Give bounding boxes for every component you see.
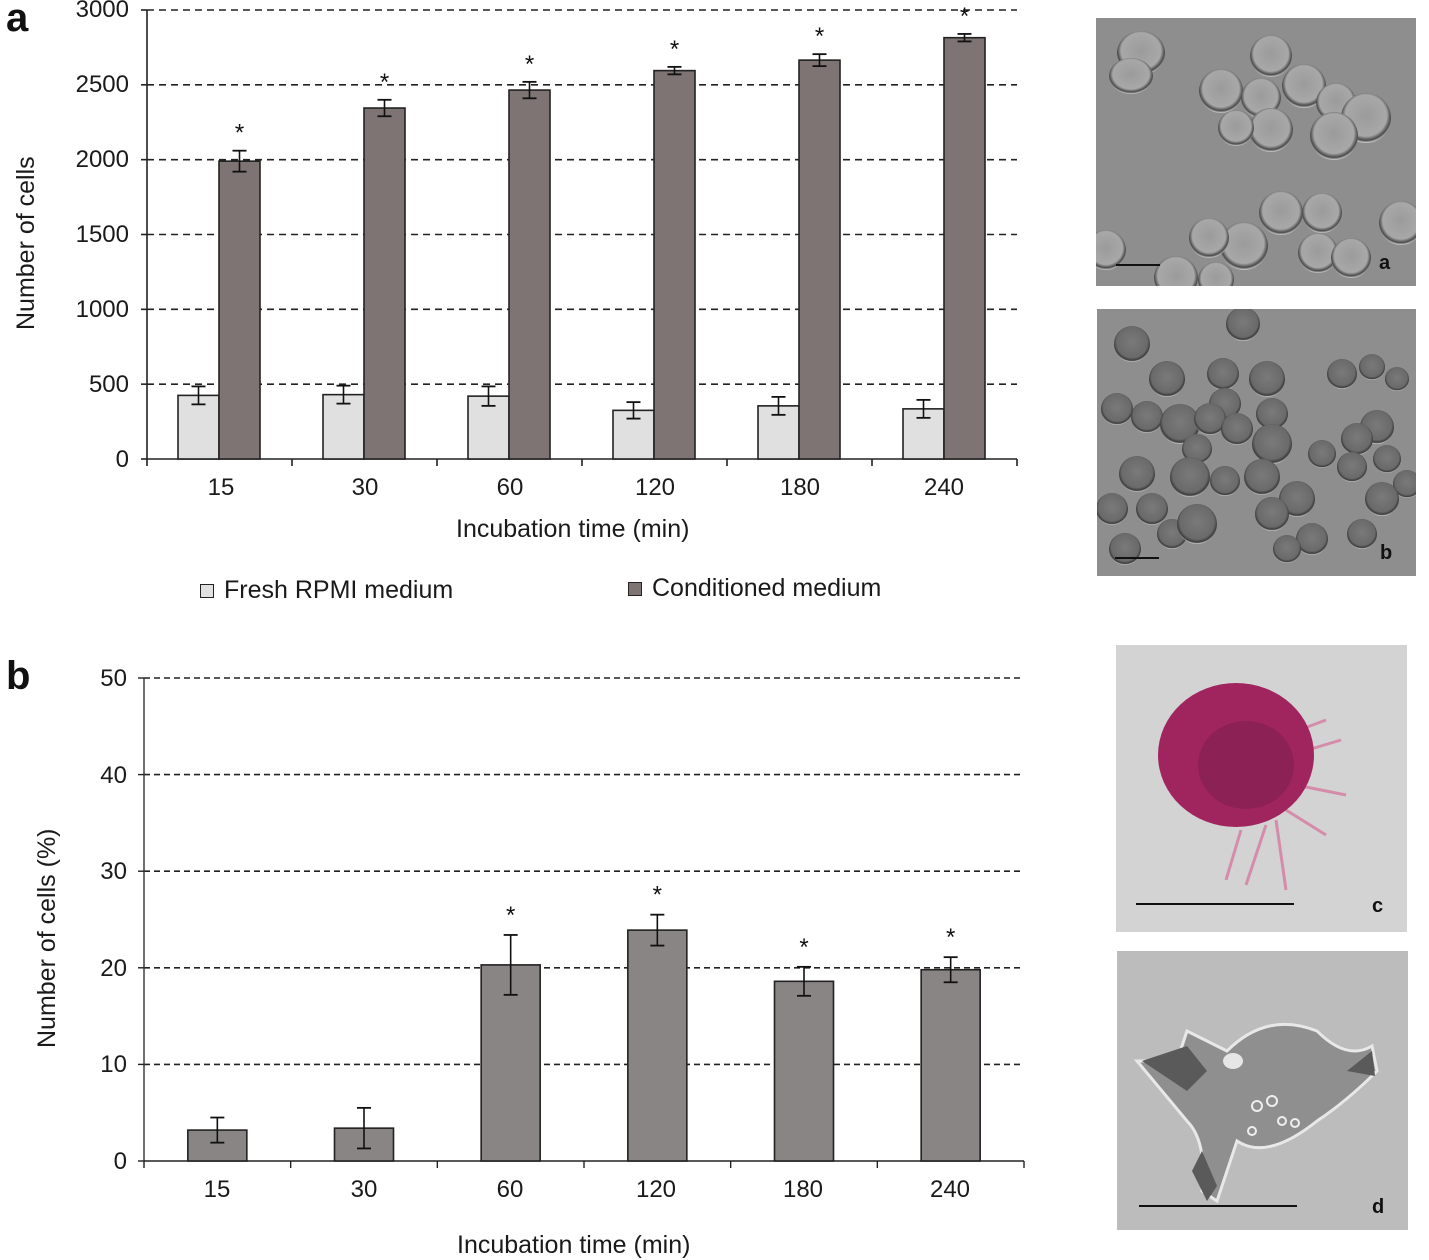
micrograph-b-image xyxy=(1097,309,1416,565)
micrograph-b-label: b xyxy=(1380,542,1393,564)
chart-a-xtick: 180 xyxy=(779,474,821,501)
chart-a-ytick: 2000 xyxy=(75,146,129,173)
micrograph-d: d xyxy=(1117,951,1408,1230)
chart-b-xlabel: Incubation time (min) xyxy=(457,1231,691,1259)
significance-marker: * xyxy=(946,924,955,951)
significance-marker: * xyxy=(670,36,679,63)
legend-fresh: Fresh RPMI medium xyxy=(200,576,453,605)
bar-fresh xyxy=(902,408,945,460)
chart-a-xtick: 240 xyxy=(923,474,965,501)
chart-a-xtick: 120 xyxy=(634,474,676,501)
chart-a-xtick: 15 xyxy=(207,474,235,501)
bar-conditioned xyxy=(363,107,406,460)
bar-fresh xyxy=(177,394,220,460)
chart-a-ytick: 1500 xyxy=(75,221,129,248)
chart-a-xlabel: Incubation time (min) xyxy=(456,515,690,543)
chart-a-ytick: 500 xyxy=(88,371,129,398)
bar-conditioned xyxy=(943,36,986,460)
chart-b-xtick: 30 xyxy=(350,1176,378,1203)
bar xyxy=(773,980,835,1162)
chart-a-xtick: 30 xyxy=(351,474,379,501)
micrograph-a-image xyxy=(1096,31,1416,286)
chart-b-ytick: 10 xyxy=(100,1051,127,1078)
chart-a-ytick: 2500 xyxy=(75,71,129,98)
chart-a-xtick: 60 xyxy=(496,474,524,501)
panel-b-letter: b xyxy=(6,654,31,698)
chart-a-ytick: 1000 xyxy=(75,296,129,323)
micrograph-d-label: d xyxy=(1372,1196,1385,1218)
panel-a-letter: a xyxy=(6,0,29,40)
significance-marker: * xyxy=(653,882,662,909)
significance-marker: * xyxy=(525,51,534,78)
chart-a-plot: * * * * * * xyxy=(141,3,1018,466)
legend-swatch-fresh xyxy=(200,583,214,598)
chart-b-ytick: 40 xyxy=(100,762,127,789)
significance-marker: * xyxy=(799,934,808,961)
bar xyxy=(920,968,981,1162)
chart-b-xtick: 60 xyxy=(496,1176,524,1203)
bar-conditioned xyxy=(798,59,841,460)
scale-bar-b xyxy=(1115,557,1159,559)
legend-label-conditioned: Conditioned medium xyxy=(652,574,882,602)
chart-b-ytick: 20 xyxy=(100,955,127,982)
chart-a-ytick: 3000 xyxy=(75,0,129,23)
chart-a-ytick: 0 xyxy=(115,446,129,473)
micrograph-a: a xyxy=(1096,18,1416,286)
micrograph-c-image xyxy=(1158,683,1347,891)
significance-marker: * xyxy=(380,69,389,96)
chart-b-xtick: 15 xyxy=(203,1176,231,1203)
chart-a: * * * * * * 3000 2500 2000 1500 1000 500 0 15… xyxy=(0,0,1060,620)
bar xyxy=(187,1129,248,1162)
scale-bar-d xyxy=(1139,1205,1297,1207)
legend-conditioned: Conditioned medium xyxy=(628,574,881,603)
chart-b-ytick: 0 xyxy=(113,1148,127,1175)
significance-marker: * xyxy=(960,3,969,30)
chart-b-xtick: 180 xyxy=(782,1176,824,1203)
bar xyxy=(627,929,688,1162)
chart-b-ylabel: Number of cells (%) xyxy=(33,828,61,1049)
micrograph-b: b xyxy=(1097,309,1416,576)
micrograph-a-label: a xyxy=(1379,252,1391,274)
legend-swatch-conditioned xyxy=(628,581,642,596)
micrograph-d-image xyxy=(1133,1022,1379,1204)
significance-marker: * xyxy=(235,120,244,147)
legend-label-fresh: Fresh RPMI medium xyxy=(224,576,454,604)
chart-b-xtick: 120 xyxy=(635,1176,677,1203)
significance-marker: * xyxy=(506,902,515,929)
micrograph-c-label: c xyxy=(1372,895,1384,917)
bar xyxy=(480,964,541,1162)
bar-conditioned xyxy=(508,89,551,460)
significance-marker: * xyxy=(815,23,824,50)
scale-bar-c xyxy=(1136,903,1294,905)
chart-b-ytick: 30 xyxy=(100,858,127,885)
micrograph-c: c xyxy=(1116,645,1407,932)
chart-b-xtick: 240 xyxy=(929,1176,971,1203)
bar-conditioned xyxy=(218,160,261,460)
bar-conditioned xyxy=(653,69,696,460)
chart-a-ylabel: Number of cells xyxy=(12,156,40,330)
bar xyxy=(333,1127,395,1162)
scale-bar-a xyxy=(1116,264,1160,266)
